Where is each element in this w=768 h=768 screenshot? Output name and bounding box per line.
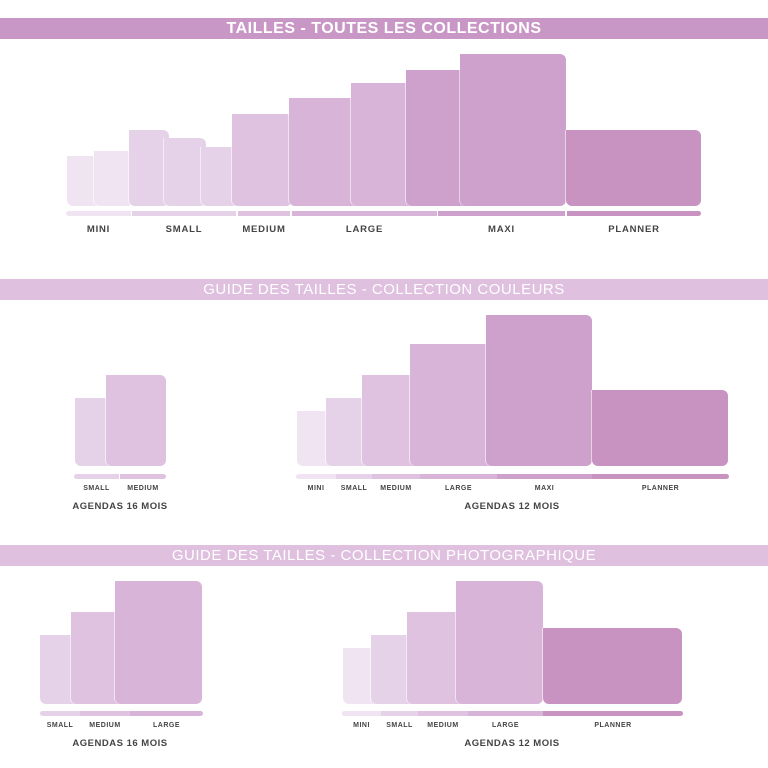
section-header-couleurs: GUIDE DES TAILLES - COLLECTION COULEURS <box>0 279 768 300</box>
size-label-mini: MINI <box>307 485 325 492</box>
agenda-shape-small <box>129 130 169 206</box>
size-bar-planner <box>543 711 683 716</box>
size-bar-large <box>420 474 497 479</box>
agenda-shape-small <box>164 138 206 206</box>
size-bar-medium <box>372 474 420 479</box>
size-bar-mini <box>296 474 336 479</box>
size-label-large: LARGE <box>153 722 180 729</box>
size-label-small: SMALL <box>46 722 74 729</box>
agenda-shape-maxi <box>486 315 592 466</box>
size-label-planner: PLANNER <box>608 224 660 235</box>
size-label-planner: PLANNER <box>641 485 680 492</box>
agenda-shape-planner <box>592 390 728 466</box>
size-bar-small <box>381 711 418 716</box>
size-bar-medium <box>80 711 130 716</box>
size-label-mini: MINI <box>353 722 370 729</box>
size-label-large: LARGE <box>445 485 472 492</box>
agenda-shape-medium <box>232 114 292 206</box>
size-bar-medium <box>120 474 166 479</box>
size-label-medium: MEDIUM <box>242 224 286 235</box>
agenda-shape-planner <box>566 130 701 206</box>
size-bar-planner <box>567 211 701 216</box>
size-label-small: SMALL <box>386 722 413 729</box>
size-bar-mini <box>342 711 381 716</box>
agenda-shape-large <box>456 581 543 704</box>
size-bar-medium <box>238 211 290 216</box>
size-bar-maxi <box>438 211 565 216</box>
size-label-medium: MEDIUM <box>127 485 159 492</box>
agenda-shape-medium <box>106 375 166 466</box>
size-label-planner: PLANNER <box>594 722 632 729</box>
size-label-small: SMALL <box>83 485 110 492</box>
size-bar-large <box>292 211 437 216</box>
size-label-medium: MEDIUM <box>89 722 121 729</box>
agenda-shape-mini <box>94 151 133 206</box>
size-bar-large <box>468 711 543 716</box>
group-label-photo-16: AGENDAS 16 MOIS <box>72 738 168 749</box>
size-bar-maxi <box>497 474 592 479</box>
size-bar-planner <box>592 474 729 479</box>
size-label-medium: MEDIUM <box>427 722 459 729</box>
size-label-maxi: MAXI <box>488 224 515 235</box>
size-bar-large <box>130 711 203 716</box>
size-bar-small <box>336 474 372 479</box>
size-bar-small <box>74 474 119 479</box>
group-label-photo-12: AGENDAS 12 MOIS <box>464 738 560 749</box>
agenda-shape-large <box>410 344 497 466</box>
size-label-mini: MINI <box>86 224 111 235</box>
size-label-large: LARGE <box>492 722 519 729</box>
section-header-photographique: GUIDE DES TAILLES - COLLECTION PHOTOGRAP… <box>0 545 768 566</box>
group-label-couleurs-12: AGENDAS 12 MOIS <box>464 501 560 512</box>
size-label-small: SMALL <box>340 485 368 492</box>
size-label-medium: MEDIUM <box>380 485 412 492</box>
agenda-shape-maxi <box>460 54 566 206</box>
size-bar-medium <box>418 711 468 716</box>
size-bar-mini <box>66 211 131 216</box>
agenda-shape-small <box>201 147 238 206</box>
section-header-all-collections: TAILLES - TOUTES LES COLLECTIONS <box>0 18 768 39</box>
size-label-maxi: MAXI <box>534 485 555 492</box>
size-label-large: LARGE <box>345 224 384 235</box>
agenda-shape-large <box>115 581 202 704</box>
group-label-couleurs-16: AGENDAS 16 MOIS <box>72 501 168 512</box>
size-bar-small <box>40 711 80 716</box>
size-bar-small <box>132 211 236 216</box>
agenda-shape-planner <box>543 628 682 704</box>
size-label-small: SMALL <box>165 224 203 235</box>
